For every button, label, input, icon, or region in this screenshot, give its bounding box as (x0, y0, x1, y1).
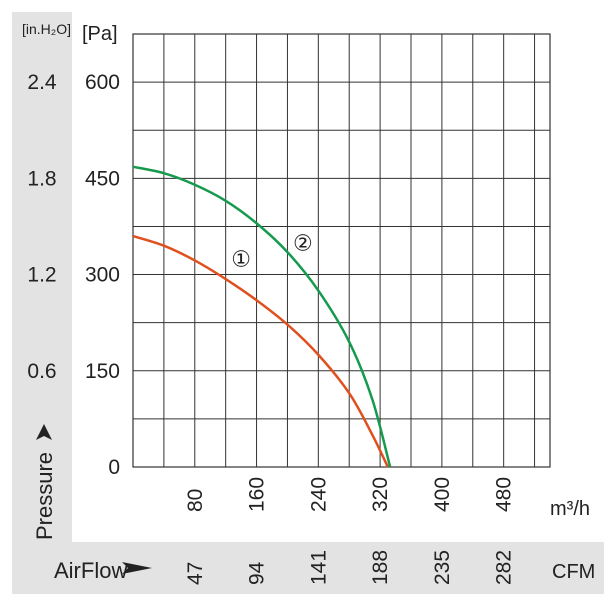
x-tick-label: 400 (431, 477, 454, 512)
x-tick-label: 480 (493, 477, 516, 512)
tick-labels: 0 150 0.6 300 1.2 450 1.8 600 2.4 80 47 160 94 240 141… (27, 71, 515, 585)
x-tick-label-secondary: 47 (184, 562, 207, 585)
x-tick-label: 80 (184, 489, 207, 512)
curve-annotation: ① (231, 247, 251, 272)
left-axis-band (12, 12, 72, 542)
y-tick-label: 150 (85, 360, 120, 383)
x-axis-arrow-icon (122, 562, 152, 574)
x-tick-label-secondary: 94 (246, 561, 269, 585)
y-axis-title: Pressure (32, 452, 57, 540)
y-tick-label: 300 (85, 264, 120, 287)
grid (132, 33, 551, 468)
x-tick-label: 160 (246, 477, 269, 512)
x-tick-label: 240 (307, 477, 330, 512)
y-tick-label: 450 (85, 167, 120, 190)
curve-annotation: ② (293, 230, 313, 255)
x-tick-label-secondary: 141 (307, 550, 330, 585)
y-unit-secondary: [in.H₂O] (22, 21, 71, 37)
x-unit-secondary: CFM (552, 561, 595, 583)
y-unit-primary: [Pa] (82, 23, 118, 45)
y-tick-label: 600 (85, 71, 120, 94)
y-tick-label-secondary: 1.2 (27, 264, 56, 287)
series-line-2 (132, 165, 392, 468)
series-line-1 (132, 234, 389, 468)
y-tick-label-secondary: 1.8 (27, 167, 56, 190)
y-axis-arrow-icon (36, 424, 52, 440)
bottom-axis-band (12, 542, 604, 594)
x-axis-title: AirFlow (54, 558, 127, 583)
x-unit-primary: m³/h (550, 498, 590, 520)
plot-frame (132, 33, 551, 468)
x-tick-label-secondary: 235 (431, 550, 454, 585)
y-tick-label: 0 (108, 456, 120, 479)
y-tick-label-secondary: 0.6 (27, 360, 56, 383)
x-tick-label: 320 (369, 477, 392, 512)
annotations: ①② (231, 230, 313, 271)
series-group (132, 165, 392, 468)
y-axis-title-group: Pressure (32, 424, 57, 540)
x-tick-label-secondary: 188 (369, 550, 392, 585)
x-tick-label-secondary: 282 (493, 550, 516, 585)
y-tick-label-secondary: 2.4 (27, 71, 57, 94)
